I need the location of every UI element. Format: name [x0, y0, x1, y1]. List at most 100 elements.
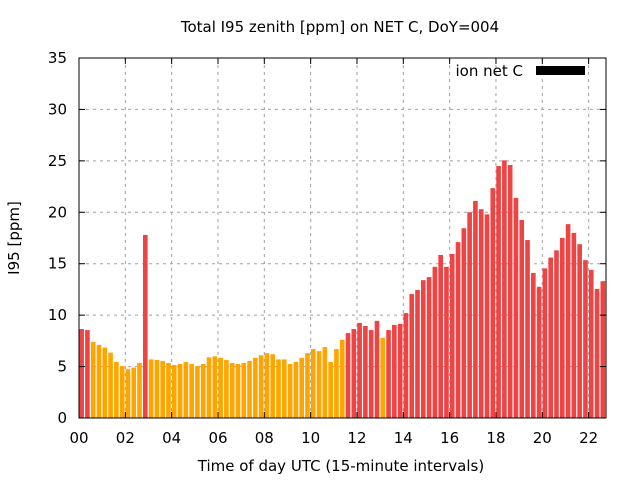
bar: [171, 365, 177, 418]
bar: [565, 224, 571, 418]
bar: [276, 359, 281, 418]
legend-label: ion net C: [456, 62, 523, 80]
bar: [363, 325, 368, 418]
bar: [351, 329, 357, 418]
bar: [235, 364, 241, 418]
bar: [345, 333, 351, 418]
y-tick-label: 25: [48, 152, 67, 170]
bar: [310, 349, 316, 418]
x-tick-label: 00: [69, 429, 88, 447]
y-tick-label: 0: [57, 409, 67, 427]
bar: [224, 359, 229, 418]
bar: [600, 281, 606, 418]
bar: [119, 366, 125, 418]
bar: [316, 351, 322, 418]
bar: [467, 212, 472, 418]
bar: [577, 244, 582, 418]
bar: [409, 294, 415, 418]
bar: [293, 361, 299, 418]
bar: [102, 347, 108, 418]
bar: [473, 200, 478, 418]
bar: [432, 266, 438, 418]
bar: [200, 364, 206, 418]
bar: [287, 364, 293, 418]
bar: [583, 260, 588, 418]
bar: [502, 160, 507, 419]
bars: [79, 160, 606, 419]
bar: [368, 330, 374, 418]
bar: [247, 360, 252, 418]
y-axis-label: I95 [ppm]: [5, 201, 23, 275]
bar: [519, 220, 525, 418]
x-tick-label: 06: [208, 429, 227, 447]
bar: [148, 359, 154, 418]
bar: [258, 355, 264, 418]
legend: ion net C: [456, 62, 585, 80]
y-tick-label: 15: [48, 255, 67, 273]
x-tick-label: 16: [440, 429, 459, 447]
bar: [403, 313, 409, 418]
x-tick-label: 22: [579, 429, 598, 447]
bar: [415, 289, 420, 418]
bar: [392, 324, 397, 418]
bar: [85, 330, 90, 418]
bar: [154, 359, 160, 418]
bar: [90, 341, 96, 418]
bar: [143, 234, 148, 418]
bar: [264, 353, 270, 418]
x-tick-label: 18: [486, 429, 505, 447]
bar: [183, 361, 189, 418]
bar: [397, 323, 403, 418]
bar: [455, 242, 461, 418]
bar: [548, 257, 554, 418]
bar: [177, 364, 183, 418]
bar: [461, 228, 467, 418]
x-tick-label: 14: [394, 429, 413, 447]
bar: [559, 238, 565, 418]
bar: [594, 288, 600, 418]
bar: [206, 357, 212, 418]
bar: [79, 329, 84, 418]
bar: [525, 240, 530, 418]
bar: [137, 362, 142, 418]
x-axis-label: Time of day UTC (15-minute intervals): [197, 457, 484, 475]
bar: [339, 339, 345, 418]
bar: [531, 272, 536, 418]
y-tick-label: 10: [48, 306, 67, 324]
bar: [253, 357, 258, 418]
bar: [571, 232, 577, 418]
bar: [490, 188, 496, 418]
y-tick-label: 5: [57, 358, 67, 376]
bar: [444, 266, 449, 418]
x-tick-label: 08: [255, 429, 274, 447]
bar: [281, 359, 287, 418]
bar: [328, 361, 333, 418]
bar: [420, 280, 426, 418]
bar: [241, 362, 247, 418]
bar: [218, 357, 223, 418]
bar: [212, 356, 218, 418]
chart-title: Total I95 zenith [ppm] on NET C, DoY=004: [180, 18, 499, 36]
bar: [125, 369, 131, 418]
bar: [513, 197, 519, 418]
bar: [374, 320, 380, 418]
bar: [305, 353, 310, 418]
bar: [478, 209, 484, 418]
bar: [270, 354, 276, 418]
legend-swatch: [536, 66, 585, 75]
bar: [322, 347, 328, 418]
bar: [166, 362, 171, 418]
bar: [189, 364, 194, 418]
bar: [554, 250, 559, 418]
bar: [426, 277, 432, 418]
x-tick-label: 10: [301, 429, 320, 447]
bar: [507, 164, 513, 418]
bar: [160, 360, 166, 418]
plot-frame: [78, 57, 607, 419]
bar: [542, 268, 548, 418]
y-tick-label: 35: [48, 49, 67, 67]
bar: [496, 166, 501, 418]
y-tick-label: 20: [48, 203, 67, 221]
bar: [334, 349, 339, 418]
